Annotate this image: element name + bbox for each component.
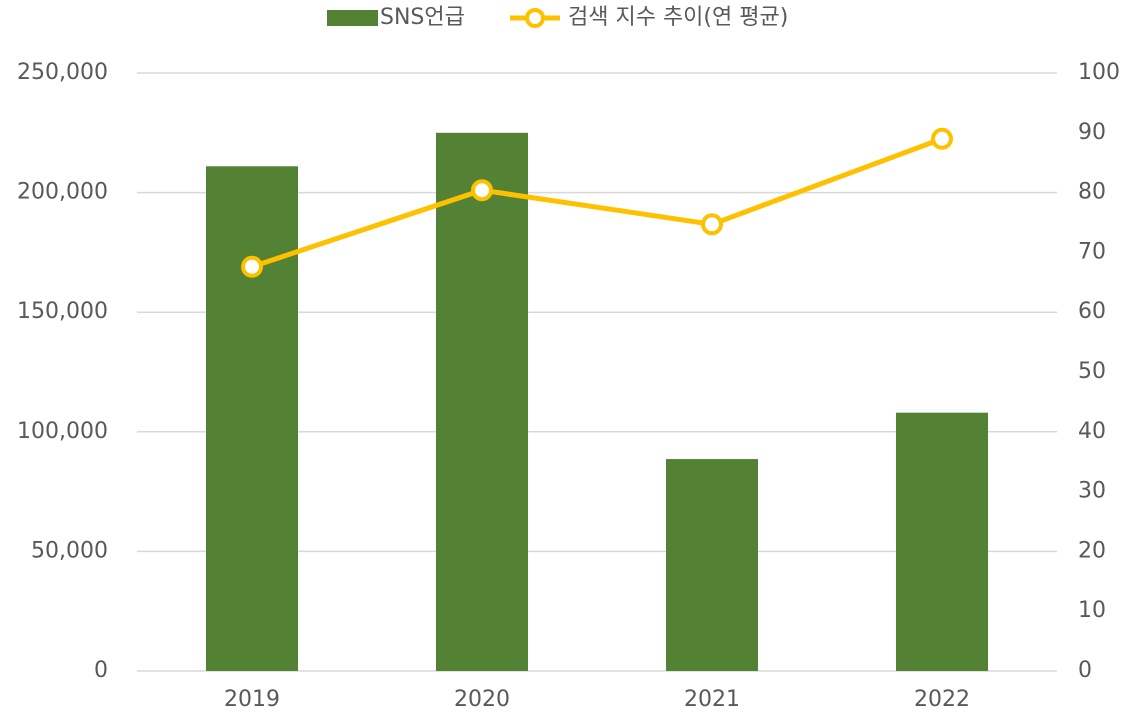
y-tick-label: 50,000 (31, 538, 108, 563)
y-tick-label: 200,000 (17, 180, 108, 205)
y2-tick-label: 90 (1078, 120, 1106, 145)
line-marker (241, 255, 263, 278)
y-tick-label: 0 (94, 658, 108, 683)
y2-tick-label: 10 (1078, 598, 1106, 623)
y2-tick-label: 0 (1078, 658, 1092, 683)
y-tick-label: 100,000 (17, 419, 108, 444)
y2-tick-label: 80 (1078, 180, 1106, 205)
bar (666, 459, 758, 671)
x-tick-label: 2020 (454, 687, 510, 712)
bar (896, 412, 988, 671)
line (251, 136, 943, 270)
y2-tick-label: 30 (1078, 479, 1106, 504)
y2-tick-label: 70 (1078, 239, 1106, 264)
line-marker (701, 213, 723, 236)
y2-tick-label: 20 (1078, 538, 1106, 563)
y2-tick-label: 100 (1078, 60, 1120, 85)
legend-label: 검색 지수 추이(연 평균) (568, 5, 788, 30)
bar (436, 132, 528, 672)
bar (206, 166, 298, 671)
x-tick-label: 2019 (224, 687, 280, 712)
y2-tick-label: 50 (1078, 359, 1106, 384)
line-marker (931, 127, 953, 150)
line-marker (471, 179, 493, 202)
y2-tick-label: 60 (1078, 299, 1106, 324)
x-tick-label: 2022 (914, 687, 970, 712)
y2-tick-label: 40 (1078, 419, 1106, 444)
x-tick-label: 2021 (684, 687, 740, 712)
y-tick-label: 150,000 (17, 299, 108, 324)
legend-label: SNS언급 (380, 5, 465, 30)
legend-marker (525, 8, 545, 28)
y-tick-label: 250,000 (17, 60, 108, 85)
legend-swatch (327, 10, 378, 26)
